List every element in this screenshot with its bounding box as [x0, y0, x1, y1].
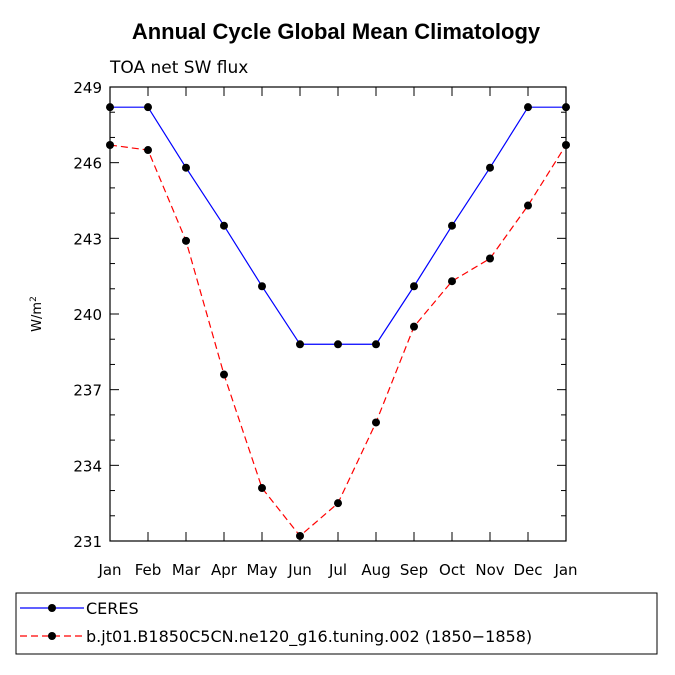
plot-series — [106, 103, 570, 540]
legend-label-2: b.jt01.B1850C5CN.ne120_g16.tuning.002 (1… — [86, 627, 532, 647]
series-line-1 — [110, 106, 566, 345]
y-tick-label: 246 — [73, 155, 102, 173]
data-point-series-1 — [182, 163, 190, 172]
y-tick-label: 240 — [73, 306, 102, 324]
x-tick-label: Nov — [475, 561, 504, 579]
x-tick-label: Aug — [361, 561, 390, 579]
data-point-series-1 — [220, 221, 228, 230]
x-tick-label: Jan — [97, 561, 121, 579]
data-point-series-1 — [296, 340, 304, 349]
data-point-series-1 — [448, 221, 456, 230]
y-axis-label-unit: W/m — [30, 302, 45, 332]
data-point-series-2 — [372, 418, 380, 427]
y-axis-label-exponent: 2 — [29, 296, 39, 302]
y-tick-label: 231 — [73, 533, 102, 551]
data-point-series-2 — [220, 370, 228, 379]
data-point-series-1 — [410, 282, 418, 291]
legend-marker-2 — [48, 632, 56, 640]
chart-title: Annual Cycle Global Mean Climatology — [132, 19, 541, 44]
y-tick-label: 237 — [73, 382, 102, 400]
data-point-series-2 — [258, 484, 266, 493]
y-tick-label: 234 — [73, 457, 102, 475]
data-point-series-2 — [524, 201, 532, 210]
y-axis-label: W/m2 — [29, 296, 45, 332]
x-tick-label: Mar — [172, 561, 201, 579]
data-point-series-1 — [372, 340, 380, 349]
y-tick-label: 249 — [73, 79, 102, 97]
data-point-series-2 — [296, 531, 304, 540]
data-point-series-1 — [486, 163, 494, 172]
data-point-series-2 — [448, 277, 456, 286]
x-tick-label: Dec — [513, 561, 542, 579]
data-point-series-1 — [144, 103, 152, 112]
x-tick-label: Jul — [328, 561, 347, 579]
x-tick-label: Jan — [553, 561, 577, 579]
x-tick-label: Sep — [400, 561, 428, 579]
x-tick-label: Jun — [287, 561, 311, 579]
data-point-series-2 — [486, 254, 494, 263]
x-tick-labels: Jan Feb Mar Apr May Jun Jul Aug Sep Oct Nov Dec Jan — [97, 561, 577, 579]
chart-subtitle: TOA net SW flux — [109, 58, 248, 78]
legend: CERES b.jt01.B1850C5CN.ne120_g16.tuning.0… — [20, 599, 532, 647]
data-point-series-1 — [524, 103, 532, 112]
x-tick-label: Feb — [135, 561, 162, 579]
data-point-series-2 — [334, 499, 342, 508]
data-point-series-2 — [144, 146, 152, 155]
y-tick-labels: 231 234 237 240 243 246 249 — [73, 79, 102, 551]
data-point-series-1 — [334, 340, 342, 349]
legend-marker-1 — [48, 604, 56, 612]
legend-box — [15, 592, 658, 655]
x-tick-label: Apr — [211, 561, 238, 579]
data-point-series-2 — [182, 236, 190, 245]
x-tick-label: Oct — [439, 561, 465, 579]
plot-frame — [109, 86, 567, 542]
legend-label-1: CERES — [86, 599, 139, 618]
x-tick-label: May — [246, 561, 277, 579]
y-tick-label: 243 — [73, 230, 102, 248]
data-point-series-2 — [410, 322, 418, 331]
data-point-series-1 — [258, 282, 266, 291]
